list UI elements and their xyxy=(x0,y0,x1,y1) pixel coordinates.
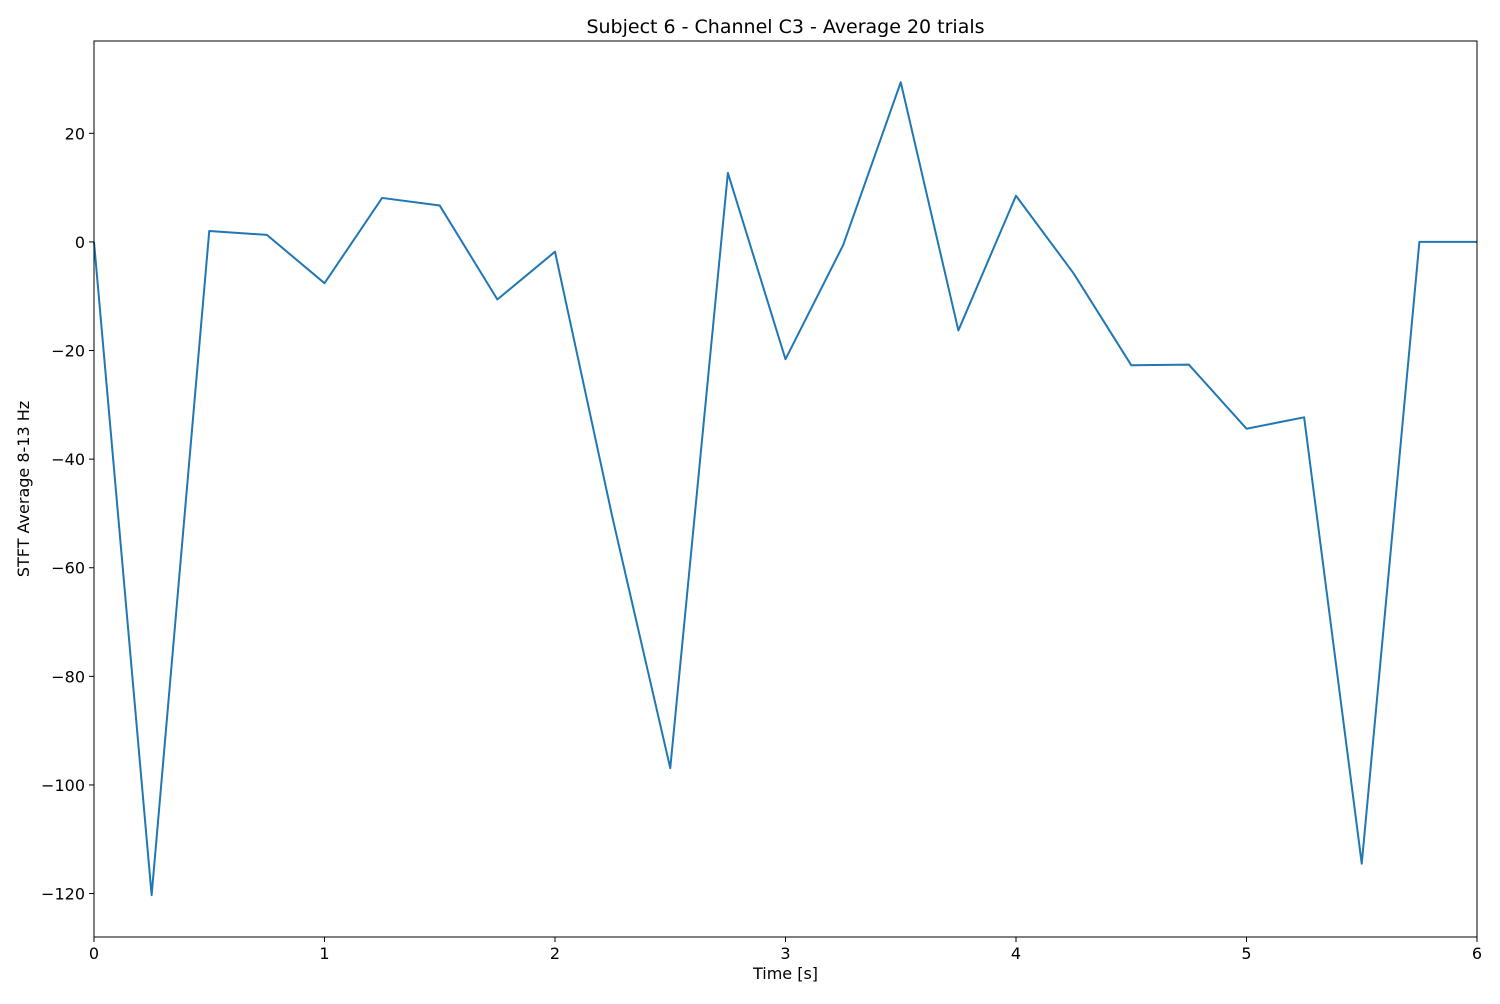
x-tick-label: 2 xyxy=(550,944,560,963)
x-tick-label: 5 xyxy=(1241,944,1251,963)
y-axis-ticks: 20 0 −20 −40 −60 −80 −100 −120 xyxy=(41,124,94,904)
y-tick-label: −100 xyxy=(41,776,85,795)
y-tick-label: −20 xyxy=(51,342,85,361)
x-tick-label: 1 xyxy=(319,944,329,963)
series-layer xyxy=(93,81,1477,897)
x-tick-label: 3 xyxy=(780,944,790,963)
x-tick-label: 6 xyxy=(1472,944,1482,963)
y-axis-label: STFT Average 8-13 Hz xyxy=(14,401,33,577)
y-tick-label: −40 xyxy=(51,450,85,469)
y-tick-label: −120 xyxy=(41,885,85,904)
y-tick-label: −80 xyxy=(51,667,85,686)
y-tick-label: 0 xyxy=(75,233,85,252)
x-tick-label: 4 xyxy=(1011,944,1021,963)
y-tick-label: 20 xyxy=(65,124,85,143)
series-line-0 xyxy=(93,81,1477,897)
x-axis-label: Time [s] xyxy=(752,964,818,983)
x-tick-label: 0 xyxy=(89,944,99,963)
y-tick-label: −60 xyxy=(51,559,85,578)
x-axis-ticks: 0 1 2 3 4 5 6 xyxy=(89,937,1482,963)
chart-title: Subject 6 - Channel C3 - Average 20 tria… xyxy=(586,16,984,38)
